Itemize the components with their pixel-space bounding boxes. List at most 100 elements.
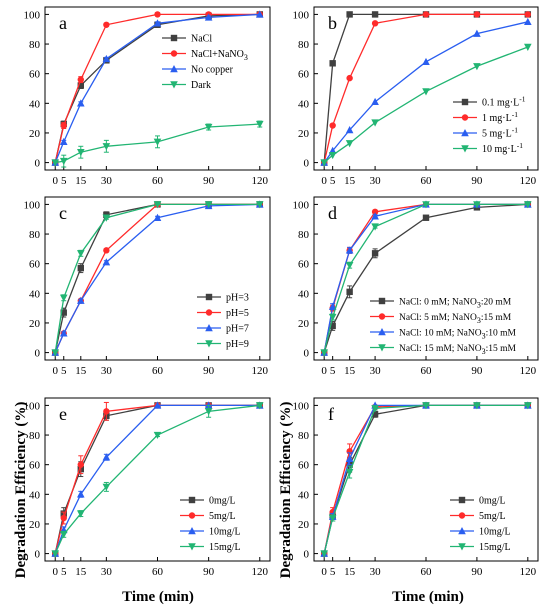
x-tick-label: 120 (252, 566, 269, 578)
x-tick-label: 5 (61, 365, 67, 377)
legend-entry: 5mg/L (180, 511, 236, 522)
data-point (328, 313, 337, 322)
data-point (255, 402, 264, 410)
data-point (255, 10, 264, 18)
data-point (103, 408, 110, 415)
data-point (345, 140, 354, 148)
legend-label: 0mg/L (209, 496, 236, 507)
data-point (473, 29, 481, 37)
legend-label: 10mg/L (479, 527, 511, 538)
data-point (371, 250, 379, 257)
x-tick-label: 0 (52, 365, 58, 377)
x-tick-label: 0 (52, 566, 58, 578)
data-point (60, 122, 67, 129)
y-tick-label: 100 (293, 400, 310, 412)
x-tick-label: 30 (370, 566, 382, 578)
y-tick-label: 20 (298, 519, 310, 531)
legend: pH=3 pH=5 pH=7 pH=9 (197, 293, 249, 350)
data-point (371, 405, 379, 413)
data-point (524, 11, 532, 18)
data-point (345, 468, 354, 477)
y-tick-label: 40 (298, 98, 310, 110)
y-tick-label: 100 (293, 9, 310, 21)
x-tick-label: 15 (344, 365, 356, 377)
legend-label: NaCl (191, 34, 212, 45)
legend-label: 10 mg·L-1 (482, 141, 523, 155)
legend-label: 0.1 mg·L-1 (482, 95, 526, 109)
data-point (76, 510, 85, 518)
data-point (103, 247, 110, 254)
y-tick-label: 0 (35, 158, 41, 170)
y-tick-label: 0 (304, 158, 310, 170)
data-point (371, 11, 379, 18)
data-point (76, 149, 85, 157)
data-point (59, 137, 68, 146)
data-point (76, 490, 85, 498)
y-tick-label: 100 (24, 400, 41, 412)
legend-label: 15mg/L (209, 542, 241, 553)
x-tick-label: 0 (321, 365, 327, 377)
data-point (371, 119, 379, 127)
x-tick-label: 60 (421, 365, 433, 377)
legend-entry: 15mg/L (450, 542, 511, 553)
data-point (153, 401, 162, 409)
x-tick-label: 15 (344, 566, 356, 578)
series-3 (320, 201, 532, 357)
data-point (329, 60, 336, 67)
x-tick-label: 15 (344, 175, 356, 187)
y-tick-label: 20 (298, 128, 310, 140)
legend-entry: NaCl: 5 mM; NaNO3:15 mM (370, 313, 512, 325)
data-point (473, 201, 481, 209)
legend: NaCl: 0 mM; NaNO3:20 mM NaCl: 5 mM; NaNO3… (370, 298, 516, 356)
x-tick-label: 15 (75, 365, 87, 377)
x-tick-label: 60 (421, 175, 433, 187)
y-tick-label: 60 (29, 259, 41, 271)
legend-label: pH=9 (226, 339, 249, 350)
x-tick-label: 5 (61, 566, 67, 578)
legend-label: 1 mg·L-1 (482, 110, 518, 124)
data-point (345, 261, 354, 270)
data-point (59, 294, 68, 302)
y-tick-label: 40 (29, 288, 41, 300)
data-point (345, 125, 354, 134)
panel-letter: c (59, 203, 67, 223)
legend-entry: 5 mg·L-1 (453, 126, 518, 140)
legend-entry: 0mg/L (180, 496, 236, 507)
y-tick-label: 60 (298, 460, 310, 472)
data-point (102, 54, 111, 63)
y-tick-label: 0 (304, 348, 310, 360)
legend-label: pH=3 (226, 293, 249, 304)
data-point (102, 453, 111, 461)
data-point (473, 63, 481, 71)
legend-entry: NaCl: 0 mM; NaNO3:20 mM (370, 298, 512, 310)
x-tick-label: 5 (330, 566, 336, 578)
data-point (77, 264, 84, 272)
y-tick-label: 20 (29, 128, 41, 140)
data-point (102, 214, 111, 222)
legend-label: pH=5 (226, 308, 249, 319)
x-tick-label: 30 (370, 365, 382, 377)
data-point (328, 302, 337, 310)
series-3 (51, 402, 264, 558)
x-tick-label: 60 (421, 566, 433, 578)
x-tick-label: 120 (252, 365, 269, 377)
legend-entry: pH=7 (197, 324, 249, 335)
legend-marker (461, 145, 469, 153)
data-point (204, 123, 213, 132)
panel-letter: a (59, 13, 67, 33)
data-point (473, 11, 481, 18)
legend-marker (170, 50, 178, 57)
data-point (524, 402, 532, 410)
series-1 (320, 11, 532, 166)
legend-marker (205, 340, 213, 348)
legend-entry: 5mg/L (450, 511, 506, 522)
x-tick-label: 120 (252, 175, 269, 187)
data-point (320, 349, 328, 357)
y-axis-label: Degradation Efficiency (%) (13, 402, 29, 579)
data-point (153, 213, 162, 221)
data-point (345, 454, 354, 462)
data-point (346, 288, 353, 296)
y-tick-label: 80 (298, 430, 310, 442)
